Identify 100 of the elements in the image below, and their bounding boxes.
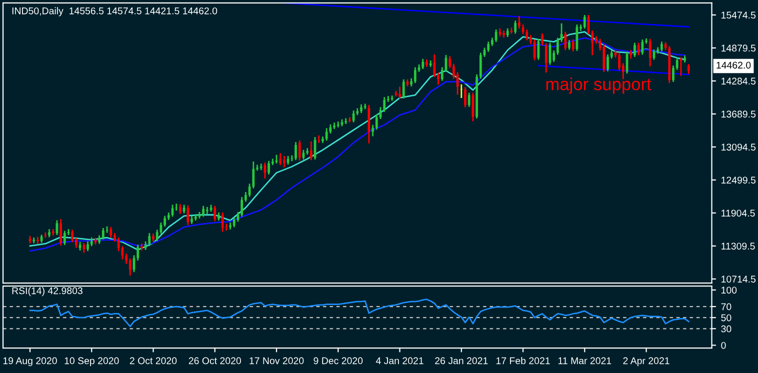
candlestick	[336, 122, 340, 128]
candlestick	[414, 67, 416, 83]
candlestick	[298, 140, 301, 161]
candlestick	[256, 164, 258, 171]
candlestick	[102, 228, 104, 240]
y-tick-label: 15474.5	[722, 12, 756, 19]
candlestick	[641, 39, 644, 55]
candlestick	[460, 84, 463, 98]
candlestick	[606, 54, 609, 72]
candlestick	[479, 52, 482, 79]
candlestick	[383, 97, 386, 112]
candlestick	[494, 29, 498, 42]
candlestick	[294, 142, 297, 160]
candlestick	[32, 237, 36, 244]
y-tick-label: 13689.5	[722, 110, 756, 118]
candlestick	[537, 38, 540, 60]
candlestick	[526, 29, 528, 40]
x-tick-label: 2 Oct 2020	[130, 357, 177, 364]
y-tick-label: 70	[721, 303, 732, 310]
candlestick	[645, 38, 648, 44]
candlestick	[672, 66, 674, 82]
candlestick	[221, 212, 224, 232]
candlestick	[206, 206, 208, 214]
candlestick	[252, 161, 255, 188]
candlestick	[630, 50, 632, 59]
candlestick	[556, 38, 559, 55]
candlestick	[676, 58, 678, 70]
candlestick	[502, 30, 505, 38]
x-tick-label: 11 Mar 2021	[558, 357, 612, 364]
candlestick	[60, 219, 62, 246]
candlestick	[260, 164, 262, 170]
candlestick	[229, 222, 232, 230]
candlestick	[279, 153, 282, 166]
candlestick	[364, 104, 366, 110]
candlestick	[533, 39, 536, 60]
candlestick	[440, 67, 444, 81]
candlestick	[128, 258, 132, 276]
candlestick	[394, 91, 398, 96]
y-tick-label: 14879.5	[722, 44, 756, 52]
candlestick	[36, 236, 39, 244]
y-tick-label: 10714.5	[722, 276, 756, 283]
candlestick	[437, 72, 440, 85]
y-tick-label: 14284.5	[722, 78, 756, 85]
x-tick-label: 26 Jan 2021	[435, 357, 488, 364]
candlestick	[518, 16, 520, 29]
candlestick	[325, 128, 328, 141]
y-tick-label: 100	[722, 286, 737, 294]
candlestick	[344, 118, 348, 124]
x-tick-label: 9 Dec 2020	[314, 357, 363, 364]
candlestick	[271, 158, 274, 166]
chart-title: RSI(14) 42.9803	[12, 287, 82, 296]
candlestick	[591, 30, 594, 56]
candlestick	[52, 229, 54, 236]
text: 14462.0	[716, 62, 751, 69]
candlestick	[71, 230, 74, 242]
candlestick	[290, 155, 294, 162]
candlestick	[448, 56, 452, 68]
candlestick	[240, 196, 244, 217]
candlestick	[140, 244, 143, 251]
candlestick	[310, 142, 312, 160]
x-tick-label: 2 Apr 2021	[623, 357, 670, 366]
annotation: major support	[546, 78, 652, 94]
candlestick	[375, 114, 378, 130]
line-series	[29, 298, 690, 328]
candlestick	[464, 87, 466, 108]
candlestick	[148, 233, 151, 246]
y-tick-label: 11904.5	[722, 210, 755, 217]
candlestick	[498, 28, 502, 36]
chart-title: IND50,Daily 14556.5 14574.5 14421.5 14462.0	[12, 7, 218, 16]
candlestick	[637, 42, 640, 56]
candlestick	[514, 20, 517, 34]
candlestick	[322, 136, 324, 143]
candlestick	[429, 60, 432, 67]
candlestick	[348, 117, 351, 122]
candlestick	[634, 42, 636, 57]
candlestick	[283, 156, 286, 168]
candlestick	[202, 206, 205, 217]
y-tick-label: 50	[721, 314, 732, 322]
candlestick	[402, 79, 405, 99]
candlestick	[136, 244, 140, 261]
y-tick-label: 0	[721, 342, 726, 349]
candlestick	[110, 226, 112, 238]
x-tick-label: 4 Jan 2021	[376, 357, 424, 364]
candlestick	[583, 15, 586, 29]
x-tick-label: 17 Nov 2020	[250, 357, 304, 364]
candlestick	[572, 39, 574, 52]
candlestick	[268, 160, 270, 175]
candlestick	[63, 230, 66, 245]
candlestick	[156, 230, 158, 242]
candlestick	[175, 204, 178, 211]
candlestick	[541, 33, 544, 46]
x-tick-label: 26 Oct 2020	[188, 357, 241, 364]
candlestick	[398, 86, 401, 99]
x-tick-label: 10 Sep 2020	[64, 357, 119, 366]
candlestick	[564, 32, 567, 50]
candlestick	[387, 96, 390, 102]
y-tick-label: 12499.5	[722, 176, 756, 184]
x-tick-label: 17 Feb 2021	[496, 357, 550, 364]
candlestick	[186, 205, 190, 226]
candlestick	[648, 38, 652, 66]
